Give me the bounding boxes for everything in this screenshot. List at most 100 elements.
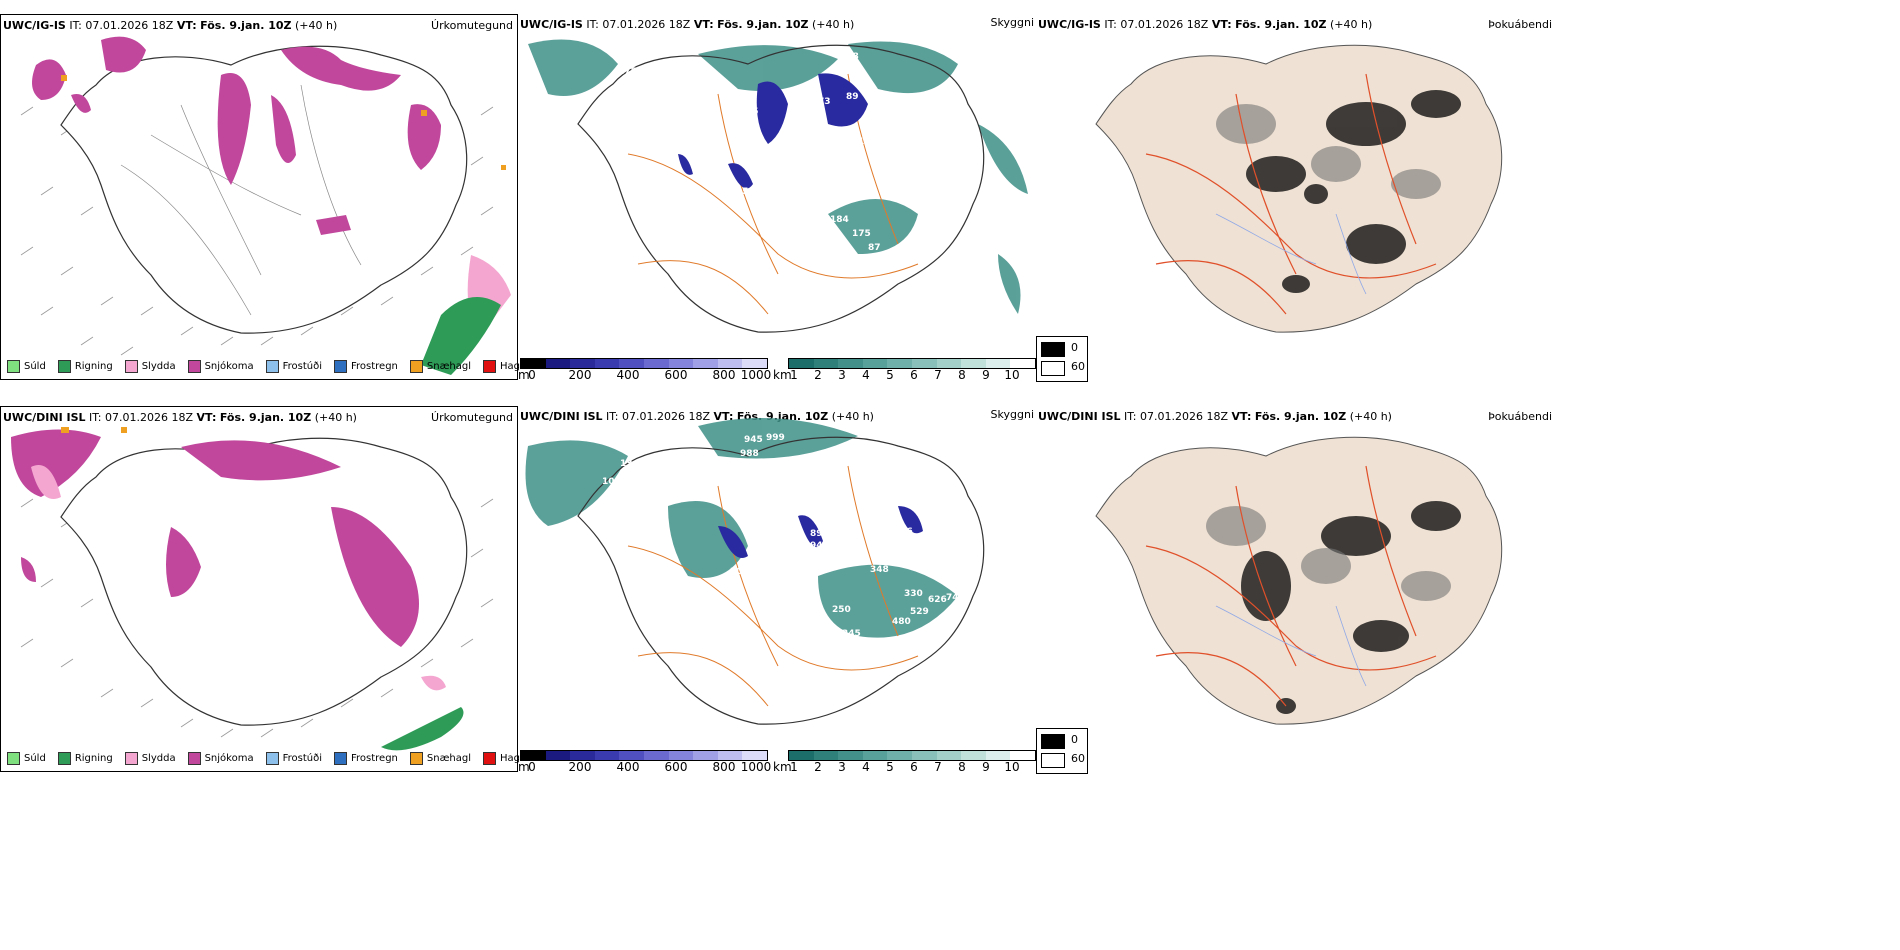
svg-text:551: 551 (938, 112, 957, 122)
colorbar-swatch (742, 359, 767, 368)
visibility-m-colorbar (520, 750, 768, 761)
visibility-m-colorbar (520, 358, 768, 369)
colorbar-swatch (521, 359, 546, 368)
svg-text:529: 529 (910, 607, 929, 617)
svg-text:988: 988 (740, 449, 759, 459)
panel-header: UWC/IG-IS IT: 07.01.2026 18Z VT: Fös. 9.… (1038, 18, 1373, 31)
iceland-fog-map (1095, 436, 1503, 725)
m-tick: 600 (664, 760, 688, 774)
km-unit-label: km (773, 368, 792, 382)
svg-text:89: 89 (810, 529, 823, 539)
colorbar-swatch (545, 751, 571, 760)
svg-text:330: 330 (904, 589, 923, 599)
svg-text:753: 753 (1018, 265, 1036, 275)
svg-text:345: 345 (842, 629, 861, 639)
iceland-visibility-map: 945 999 988 13 108 983 827 396 422 520 3… (525, 418, 985, 725)
m-tick: 200 (568, 368, 592, 382)
colorbar-swatch (594, 359, 620, 368)
colorbar-swatch (668, 359, 694, 368)
km-tick: 7 (934, 760, 942, 774)
precip-legend: Súld Rigning Slydda Snjókoma Frostúði Fr… (7, 752, 532, 765)
svg-text:108: 108 (602, 477, 621, 487)
km-tick: 4 (862, 760, 870, 774)
panel-title: Skyggni (990, 408, 1034, 421)
precip-legend: Súld Rigning Slydda Snjókoma Frostúði Fr… (7, 360, 532, 373)
svg-text:198: 198 (638, 67, 657, 77)
colorbar-swatch (789, 751, 814, 760)
colorbar-swatch (717, 751, 743, 760)
legend-item-rigning: Rigning (57, 360, 113, 373)
svg-text:746: 746 (946, 593, 965, 603)
m-unit-label: m (518, 368, 530, 382)
fog-panel-dini: UWC/DINI ISL IT: 07.01.2026 18Z VT: Fös.… (1036, 406, 1556, 772)
km-tick: 10 (1004, 760, 1020, 774)
m-tick: 400 (616, 760, 640, 774)
svg-text:908: 908 (840, 52, 859, 62)
colorbar-swatch (545, 359, 571, 368)
svg-text:983: 983 (874, 511, 893, 521)
svg-text:175: 175 (852, 229, 871, 239)
km-tick: 5 (886, 760, 894, 774)
legend-item-snaehagl: Snæhagl (409, 752, 471, 765)
km-tick: 1 (790, 760, 798, 774)
legend-item-rigning: Rigning (57, 752, 113, 765)
m-tick: 1000 (740, 368, 772, 382)
colorbar-swatch (570, 751, 595, 760)
precip-type-panel-dini: UWC/DINI ISL IT: 07.01.2026 18Z VT: Fös.… (0, 406, 532, 772)
svg-text:87: 87 (868, 243, 881, 253)
legend-item-haglel: Haglél (483, 360, 532, 373)
m-tick: 400 (616, 368, 640, 382)
visibility-panel-dini: UWC/DINI ISL IT: 07.01.2026 18Z VT: Fös.… (518, 406, 1088, 774)
precip-type-panel-ig: UWC/IG-IS IT: 07.01.2026 18Z VT: Fös. 9.… (0, 14, 532, 380)
svg-text:80: 80 (578, 197, 591, 207)
legend-item-frostregn: Frostregn (334, 752, 398, 765)
svg-text:827: 827 (878, 525, 897, 535)
km-unit-label: km (773, 760, 792, 774)
colorbar-swatch (1010, 359, 1035, 368)
km-tick: 2 (814, 368, 822, 382)
colorbar-swatch (862, 751, 888, 760)
legend-item-snjokoma: Snjókoma (187, 752, 254, 765)
m-tick: 600 (664, 368, 688, 382)
km-tick: 8 (958, 368, 966, 382)
svg-text:89: 89 (846, 92, 859, 102)
iceland-precip-map (11, 427, 494, 751)
colorbar-swatch (911, 359, 937, 368)
colorbar-swatch (838, 751, 863, 760)
svg-text:410: 410 (944, 579, 963, 589)
panel-title: Úrkomutegund (431, 19, 513, 32)
legend-item-frostudi: Frostúði (265, 752, 322, 765)
km-tick: 1 (790, 368, 798, 382)
colorbar-swatch (813, 751, 839, 760)
legend-item-snaehagl: Snæhagl (409, 360, 471, 373)
fog-legend-box: 0 60 (1036, 336, 1088, 382)
legend-item-slydda: Slydda (124, 360, 176, 373)
svg-text:100: 100 (670, 177, 689, 187)
colorbar-swatch (838, 359, 863, 368)
colorbar-swatch (668, 751, 694, 760)
svg-text:119: 119 (858, 137, 877, 147)
km-tick: 6 (910, 368, 918, 382)
colorbar-swatch (619, 359, 644, 368)
fog-panel-ig: UWC/IG-IS IT: 07.01.2026 18Z VT: Fös. 9.… (1036, 14, 1556, 380)
svg-text:95: 95 (736, 187, 749, 197)
svg-text:201: 201 (730, 567, 749, 577)
colorbar-swatch (985, 359, 1011, 368)
colorbar-swatch (619, 751, 644, 760)
colorbar-swatch (887, 359, 912, 368)
panel-title: Úrkomutegund (431, 411, 513, 424)
km-tick: 2 (814, 760, 822, 774)
panel-header: UWC/DINI ISL IT: 07.01.2026 18Z VT: Fös.… (1038, 410, 1392, 423)
km-tick: 9 (982, 368, 990, 382)
iceland-precip-map (20, 36, 511, 375)
svg-text:184: 184 (830, 215, 849, 225)
panel-title: Þokuábendi (1488, 410, 1552, 423)
km-tick: 8 (958, 760, 966, 774)
colorbar-swatch (789, 359, 814, 368)
m-tick: 0 (528, 368, 536, 382)
km-tick: 10 (1004, 368, 1020, 382)
svg-text:520: 520 (882, 555, 901, 565)
colorbar-swatch (521, 751, 546, 760)
colorbar-swatch (1010, 751, 1035, 760)
svg-text:65: 65 (746, 107, 759, 117)
